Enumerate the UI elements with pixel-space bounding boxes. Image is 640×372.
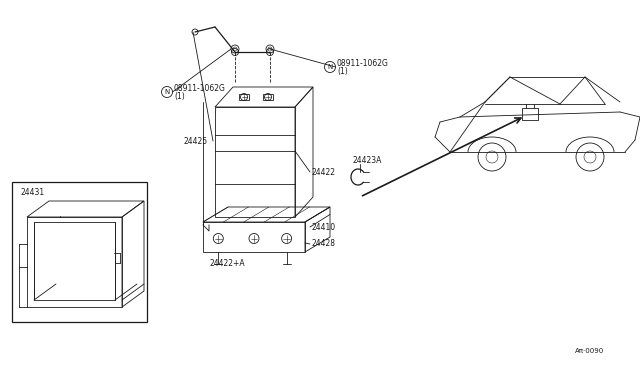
Text: 24422: 24422 <box>312 167 336 176</box>
Text: 24422+A: 24422+A <box>210 260 246 269</box>
Text: 24425: 24425 <box>183 137 207 145</box>
Text: N: N <box>164 89 170 95</box>
Text: 24431: 24431 <box>20 187 44 196</box>
Text: 24423A: 24423A <box>353 155 382 164</box>
Bar <box>12 182 147 322</box>
Text: 08911-1062G: 08911-1062G <box>174 83 226 93</box>
Text: 24428: 24428 <box>312 240 336 248</box>
Bar <box>239 94 249 100</box>
Text: 08911-1062G: 08911-1062G <box>337 58 389 67</box>
Bar <box>263 94 273 100</box>
Text: 24410: 24410 <box>312 222 336 231</box>
Text: (1): (1) <box>174 92 185 100</box>
Text: Aπ⋅0090: Aπ⋅0090 <box>575 348 604 354</box>
Text: (1): (1) <box>337 67 348 76</box>
Bar <box>522 108 538 120</box>
Text: N: N <box>328 64 333 70</box>
